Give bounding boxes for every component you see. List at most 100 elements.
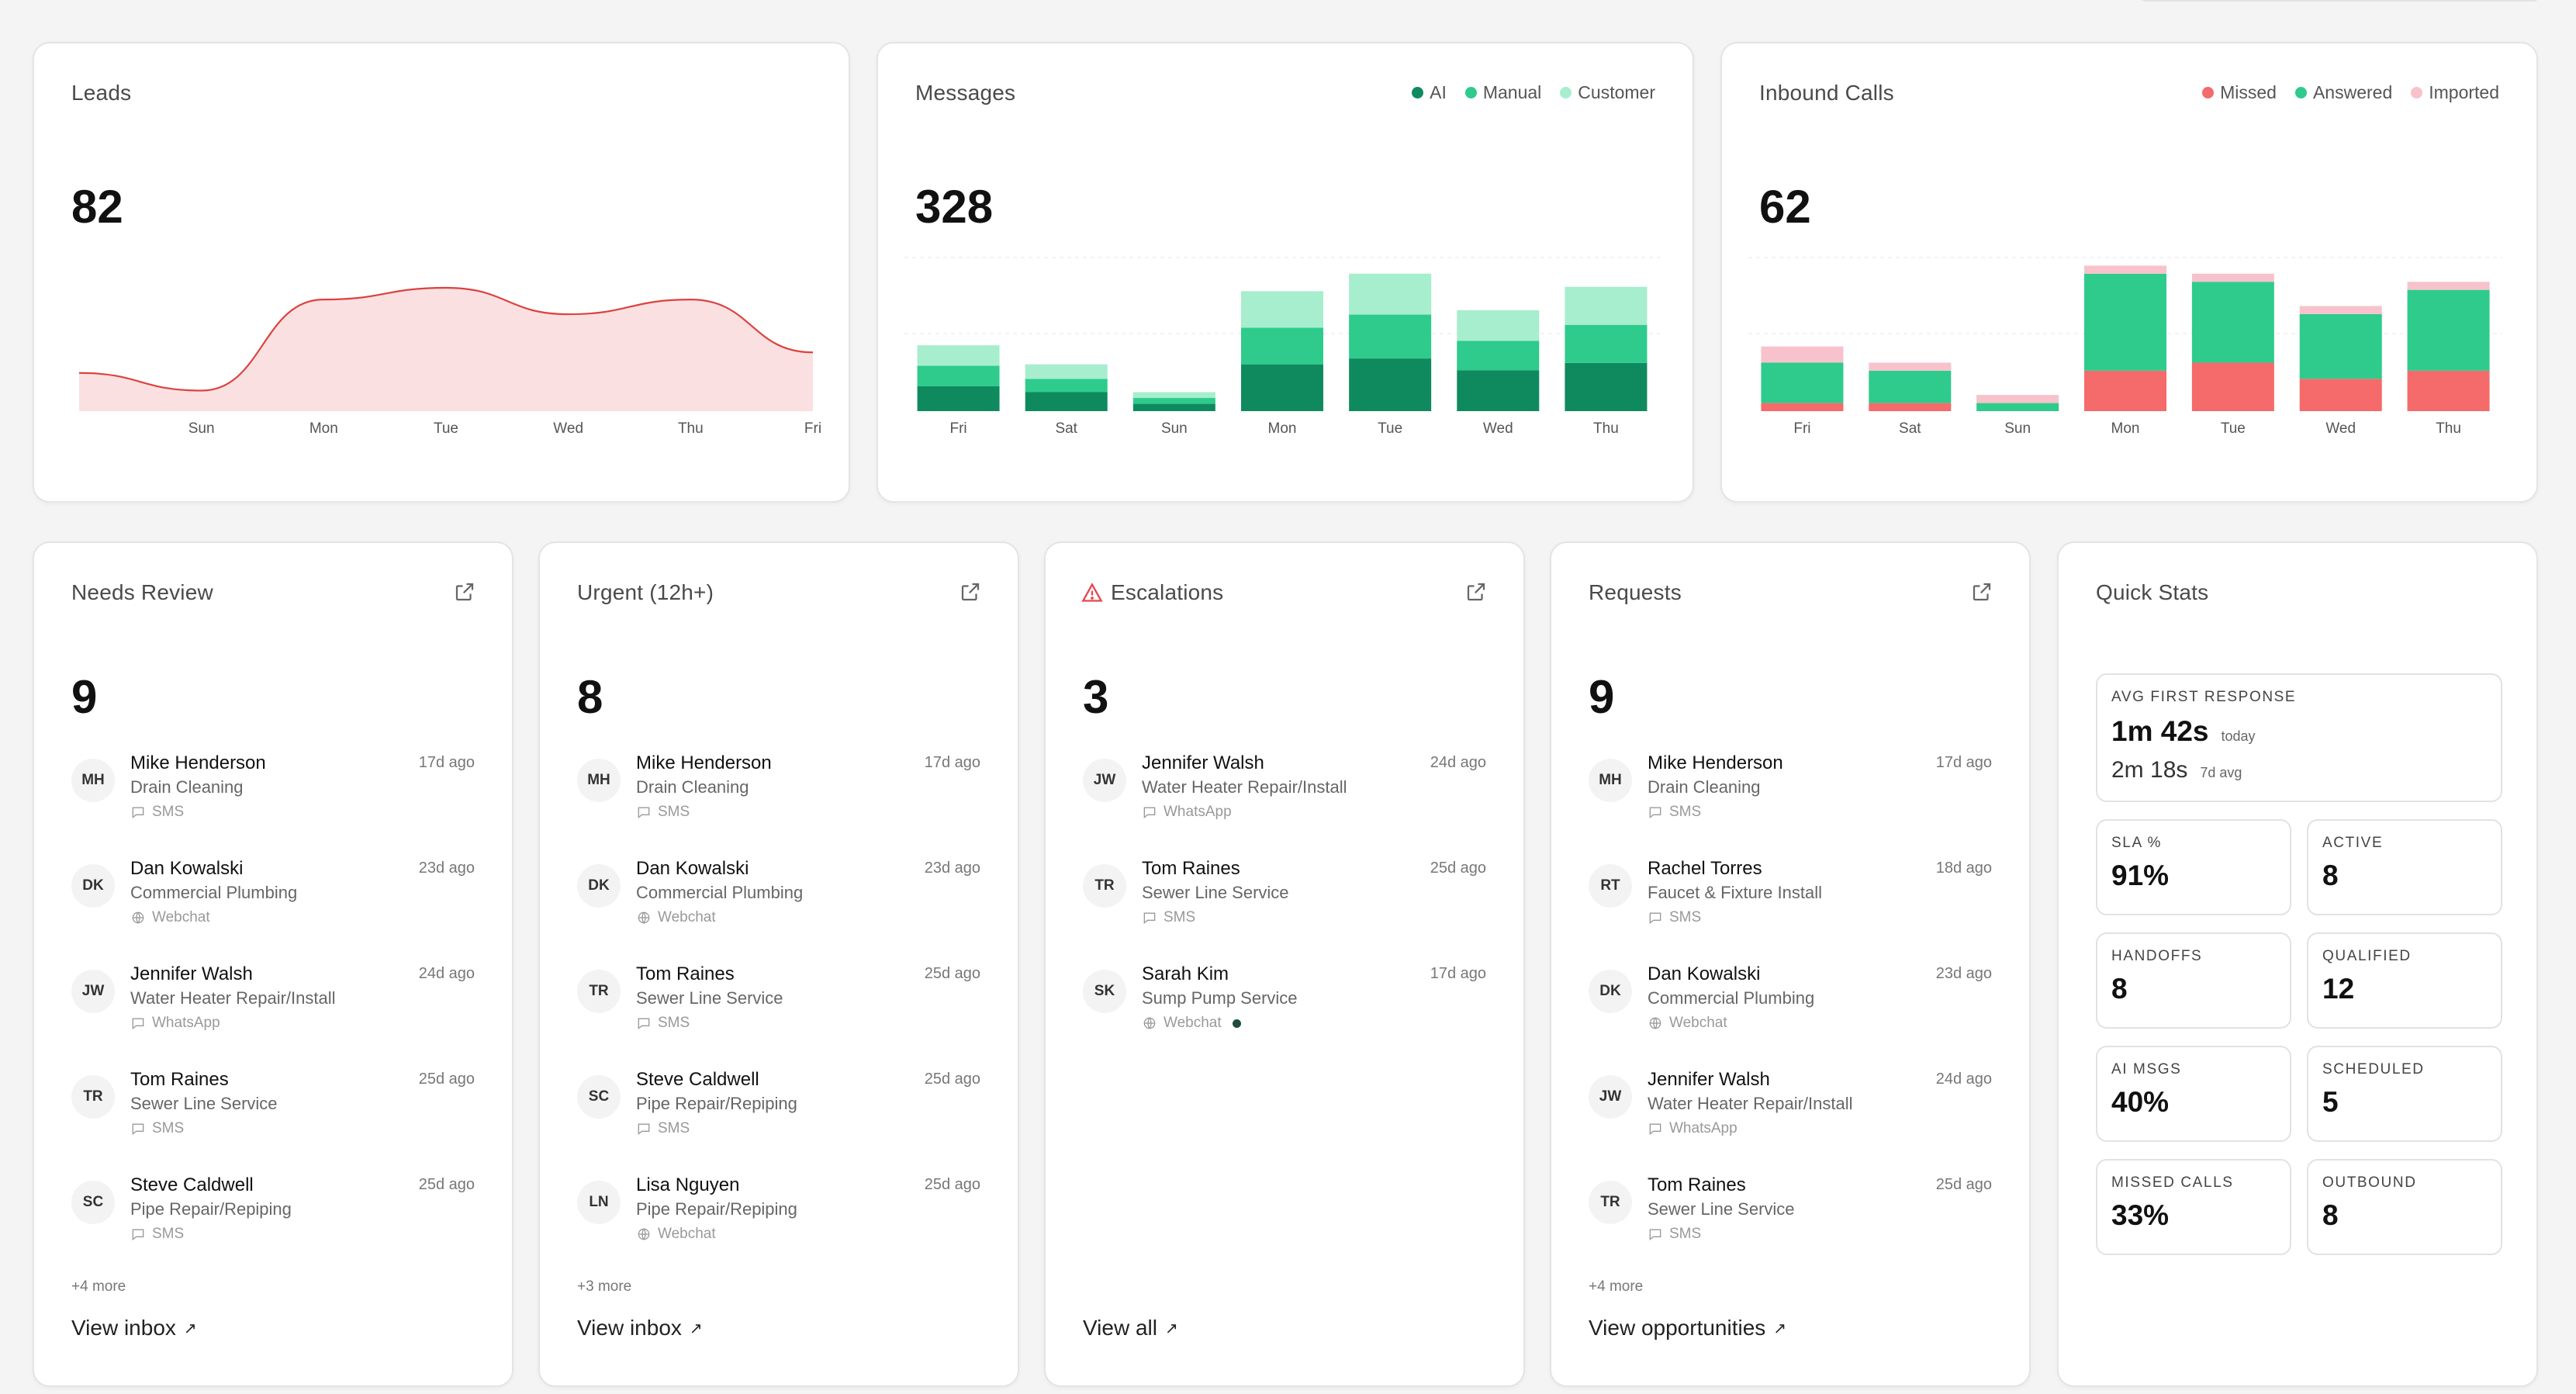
bar-imported [1976,395,2059,403]
arrow-up-right-icon: ↗ [1773,1320,1787,1337]
bar-imported [1761,346,1844,363]
link-label: View opportunities [1589,1316,1766,1340]
view-inbox-link[interactable]: View inbox ↗ [577,1316,703,1340]
timestamp: 25d ago [924,1176,980,1193]
chat-icon [132,1229,144,1241]
list-item[interactable]: SC Steve Caldwell 25d ago Pipe Repair/Repip… [577,1067,980,1173]
stat-value: 91% [2111,860,2170,891]
list-item[interactable]: RT Rachel Torres 18d ago Faucet & Fixture I… [1589,856,1992,962]
external-link-icon[interactable] [959,580,982,604]
list-item[interactable]: TR Tom Raines 25d ago Sewer Line Service SMS [577,962,980,1067]
channel-label: WhatsApp [152,1015,220,1031]
view-all-link[interactable]: View all ↗ [1083,1316,1178,1340]
bar-customer [917,345,1000,366]
stat-value: 8 [2111,973,2128,1005]
x-tick-label: Sun [1161,420,1188,437]
bar-manual [1349,314,1432,359]
contact-name: Dan Kowalski [130,858,244,879]
bar-missed [2299,379,2382,411]
x-tick-label: Wed [553,420,583,437]
service-name: Water Heater Repair/Install [1142,777,1347,797]
x-tick-label: Sun [2004,420,2031,437]
bar-manual [1132,398,1215,404]
stat-value: 40% [2111,1086,2170,1118]
globe-icon [1143,1017,1156,1029]
view-inbox-link[interactable]: View inbox ↗ [71,1316,197,1340]
stat-box-qualified: QUALIFIED 12 [2307,932,2502,1029]
list-item[interactable]: SC Steve Caldwell 25d ago Pipe Repair/Repip… [71,1173,475,1278]
list-item[interactable]: DK Dan Kowalski 23d ago Commercial Plumbing… [71,856,475,962]
timestamp: 17d ago [1430,965,1486,982]
view-opportunities-link[interactable]: View opportunities ↗ [1589,1316,1786,1340]
today-response-value: 1m 42s [2111,715,2209,747]
avg-response-value: 2m 18s [2111,757,2188,783]
bar-customer [1457,310,1540,341]
list-item[interactable]: JW Jennifer Walsh 24d ago Water Heater Repa… [1083,751,1486,856]
avatar: JW [1083,759,1126,802]
bar-manual [1457,341,1540,371]
bar-answered [2299,313,2382,379]
globe-icon [638,1228,650,1240]
stat-label: AI MSGS [2111,1061,2182,1077]
bar-missed [1869,403,1952,411]
channel-label: SMS [1669,804,1702,820]
list-item[interactable]: JW Jennifer Walsh 24d ago Water Heater Repa… [71,962,475,1067]
timestamp: 25d ago [1430,860,1486,877]
list-item[interactable]: SK Sarah Kim 17d ago Sump Pump Service Webch… [1083,962,1486,1067]
external-link-icon[interactable] [1464,580,1488,604]
list-item[interactable]: TR Tom Raines 25d ago Sewer Line Service SMS [1083,856,1486,962]
list-item[interactable]: JW Jennifer Walsh 24d ago Water Heater Repa… [1589,1067,1992,1173]
channel: Webchat [1648,1015,1727,1032]
avatar: DK [71,864,115,908]
needs-review-card: Needs Review 9 MH Mike Henderson 17d ago Dr… [33,541,513,1387]
list-item[interactable]: TR Tom Raines 25d ago Sewer Line Service SMS [1589,1173,1992,1278]
stat-value: 8 [2322,860,2339,891]
globe-icon [638,911,650,924]
list-item[interactable]: LN Lisa Nguyen 25d ago Pipe Repair/Repiping… [577,1173,980,1278]
needs-review-count: 9 [71,671,98,723]
stat-box-handoffs: HANDOFFS 8 [2096,932,2291,1029]
legend-label: Answered [2312,82,2393,102]
list-item[interactable]: MH Mike Henderson 17d ago Drain Cleaning SMS [577,751,980,856]
channel: WhatsApp [1648,1120,1738,1137]
avatar: SC [577,1075,621,1119]
bar-answered [2191,282,2274,363]
list-item[interactable]: TR Tom Raines 25d ago Sewer Line Service SMS [71,1067,475,1173]
bar-customer [1565,286,1648,325]
messages-bar-chart: Fri Sat Sun Mon Tue Wed Thu [904,257,1660,437]
top-control-fragment[interactable] [2138,0,2541,2]
stat-value: 5 [2322,1086,2339,1118]
service-name: Drain Cleaning [1648,777,1761,797]
stat-label: MISSED CALLS [2111,1174,2234,1191]
service-name: Sump Pump Service [1142,988,1298,1008]
bar-manual [1025,379,1108,393]
x-tick-label: Tue [434,420,458,437]
legend-dot [2202,87,2215,99]
list-item[interactable]: MH Mike Henderson 17d ago Drain Cleaning SMS [1589,751,1992,856]
stat-value: 12 [2322,973,2355,1005]
list-item[interactable]: MH Mike Henderson 17d ago Drain Cleaning SMS [71,751,475,856]
list-item[interactable]: DK Dan Kowalski 23d ago Commercial Plumbing… [1589,962,1992,1067]
service-name: Water Heater Repair/Install [1648,1094,1853,1113]
timestamp: 23d ago [1935,965,1992,982]
x-tick-label: Fri [949,420,966,437]
avatar: TR [1083,864,1126,908]
channel-label: Webchat [658,1226,716,1242]
globe-icon [132,911,144,924]
channel-label: SMS [152,1226,185,1242]
bar-ai [1457,370,1540,411]
channel: Webchat [130,909,210,926]
channel: SMS [1648,1226,1701,1243]
external-link-icon[interactable] [1970,580,1993,604]
external-link-icon[interactable] [453,580,476,604]
timestamp: 25d ago [418,1071,475,1088]
requests-card: Requests 9 MH Mike Henderson 17d ago Drain … [1550,541,2031,1387]
bar-manual [917,365,1000,386]
service-name: Sewer Line Service [636,988,783,1008]
legend-item-manual: Manual [1464,82,1541,103]
x-tick-label: Fri [804,420,821,437]
channel: SMS [130,804,184,821]
avatar: DK [1589,970,1632,1013]
avatar: JW [1589,1075,1632,1119]
list-item[interactable]: DK Dan Kowalski 23d ago Commercial Plumbing… [577,856,980,962]
